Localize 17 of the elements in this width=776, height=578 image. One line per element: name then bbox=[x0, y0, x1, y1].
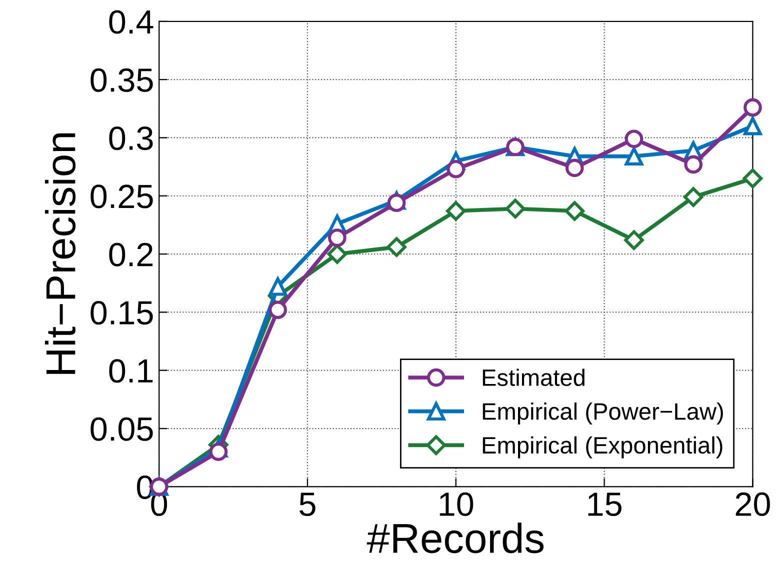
x-tick-label: 10 bbox=[440, 492, 474, 516]
y-axis-title: Hit−Precision bbox=[44, 133, 76, 374]
y-tick-label: 0.4 bbox=[109, 10, 154, 34]
legend-label: Estimated bbox=[482, 368, 584, 386]
legend-label: Empirical (Power−Law) bbox=[482, 402, 723, 425]
y-tick-label: 0.15 bbox=[90, 300, 153, 325]
x-axis-title: #Records bbox=[366, 522, 544, 554]
y-tick-label: 0.35 bbox=[90, 68, 153, 92]
y-tick-label: 0.25 bbox=[90, 184, 153, 208]
y-tick-label: 0.2 bbox=[109, 242, 153, 266]
y-tick-label: 0.05 bbox=[90, 417, 153, 441]
y-tick-label: 0.3 bbox=[109, 126, 153, 150]
x-tick-label: 15 bbox=[588, 492, 622, 516]
x-tick-label: 20 bbox=[736, 492, 770, 516]
y-tick-label: 0.1 bbox=[109, 359, 153, 383]
x-tick-label: 5 bbox=[300, 492, 316, 516]
legend-label: Empirical (Exponential) bbox=[482, 436, 722, 458]
